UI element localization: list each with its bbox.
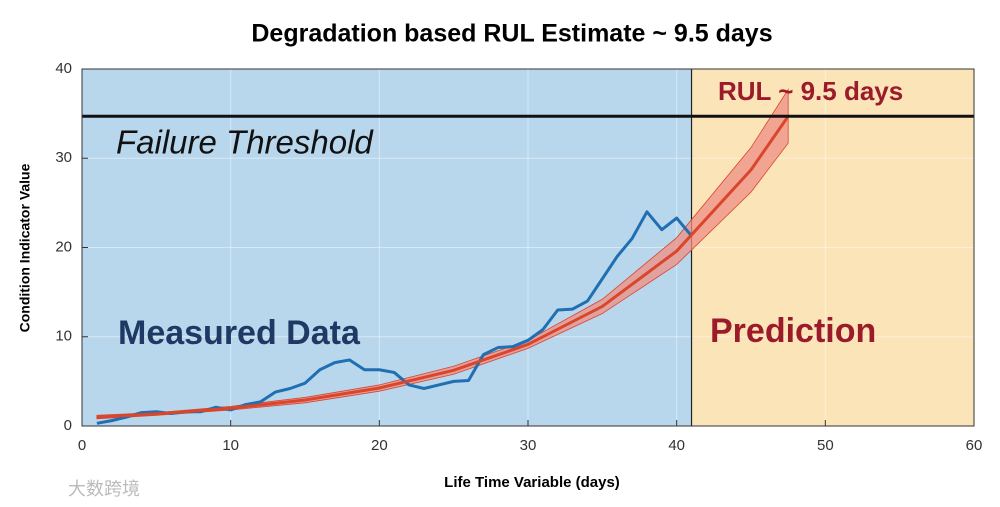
x-tick-label: 60 — [966, 437, 983, 454]
y-tick-label: 40 — [55, 60, 72, 77]
x-axis-label: Life Time Variable (days) — [444, 474, 620, 491]
x-tick-label: 0 — [78, 437, 86, 454]
measured-region — [82, 69, 692, 426]
y-axis-label: Condition Indicator Value — [17, 163, 33, 332]
measured-label: Measured Data — [118, 314, 361, 352]
y-tick-label: 30 — [55, 149, 72, 166]
x-tick-label: 20 — [371, 437, 388, 454]
threshold-label: Failure Threshold — [116, 124, 374, 161]
watermark: 大数跨境 — [68, 479, 140, 499]
x-tick-label: 30 — [520, 437, 537, 454]
y-tick-label: 20 — [55, 238, 72, 255]
plot-frame — [81, 68, 975, 427]
x-tick-label: 50 — [817, 437, 834, 454]
confidence-band — [96, 88, 789, 420]
fit-line — [96, 115, 790, 419]
x-tick-label: 10 — [222, 437, 239, 454]
y-tick-label: 10 — [55, 328, 72, 345]
x-tick-label: 40 — [668, 437, 685, 454]
y-tick-label: 0 — [64, 417, 72, 434]
prediction-region — [691, 69, 974, 426]
prediction-label: Prediction — [710, 312, 876, 350]
rul-label: RUL ~ 9.5 days — [718, 76, 903, 106]
chart-title: Degradation based RUL Estimate ~ 9.5 day… — [251, 20, 772, 48]
